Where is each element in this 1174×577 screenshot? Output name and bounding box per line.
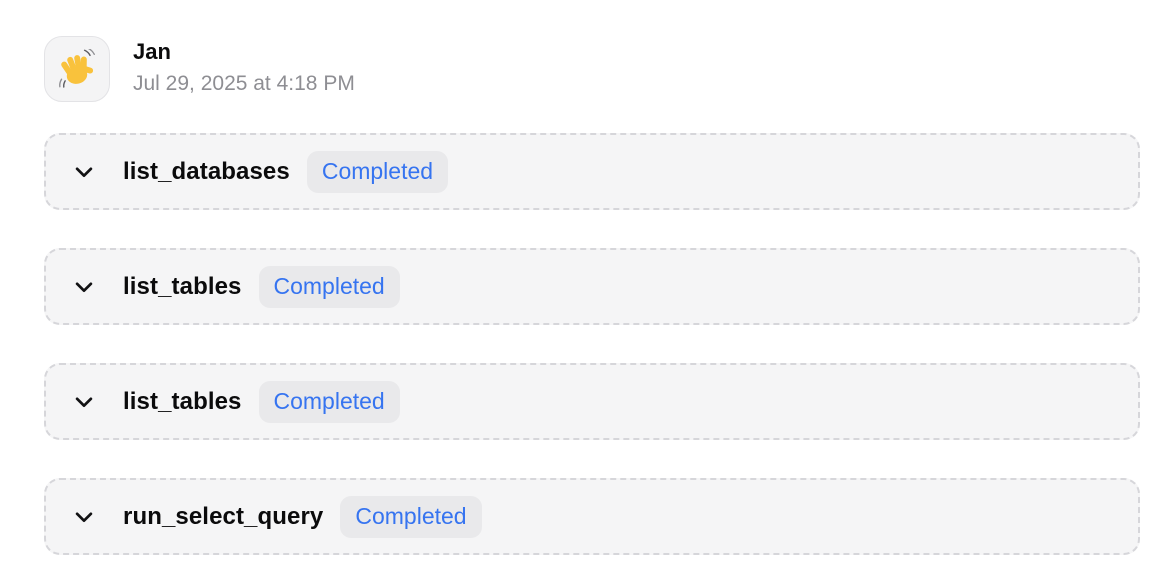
tool-name-label: list_tables (123, 272, 242, 300)
message-header: Jan Jul 29, 2025 at 4:18 PM (44, 36, 1140, 102)
status-badge: Completed (306, 150, 449, 193)
chat-message: Jan Jul 29, 2025 at 4:18 PM list_databas… (44, 36, 1140, 555)
tool-call-card[interactable]: list_databases Completed (44, 133, 1140, 210)
tool-name-label: run_select_query (123, 502, 324, 530)
tool-name-label: list_databases (123, 157, 290, 185)
chevron-down-icon (73, 276, 95, 298)
tool-name-label: list_tables (123, 387, 242, 415)
status-badge: Completed (258, 380, 400, 423)
chevron-down-icon (73, 506, 95, 528)
message-timestamp: Jul 29, 2025 at 4:18 PM (133, 71, 355, 95)
chevron-down-icon (73, 391, 95, 413)
tool-call-list: list_databases Completed list_tables Com… (44, 133, 1140, 555)
waving-hand-icon (59, 49, 95, 88)
tool-call-card[interactable]: list_tables Completed (44, 248, 1140, 325)
status-badge: Completed (258, 265, 400, 308)
sender-name: Jan (133, 39, 171, 64)
status-badge: Completed (340, 495, 482, 538)
chevron-down-icon (73, 161, 95, 183)
tool-call-card[interactable]: list_tables Completed (44, 363, 1140, 440)
header-text: Jan Jul 29, 2025 at 4:18 PM (133, 36, 355, 96)
tool-call-card[interactable]: run_select_query Completed (44, 478, 1140, 555)
avatar (44, 36, 110, 102)
